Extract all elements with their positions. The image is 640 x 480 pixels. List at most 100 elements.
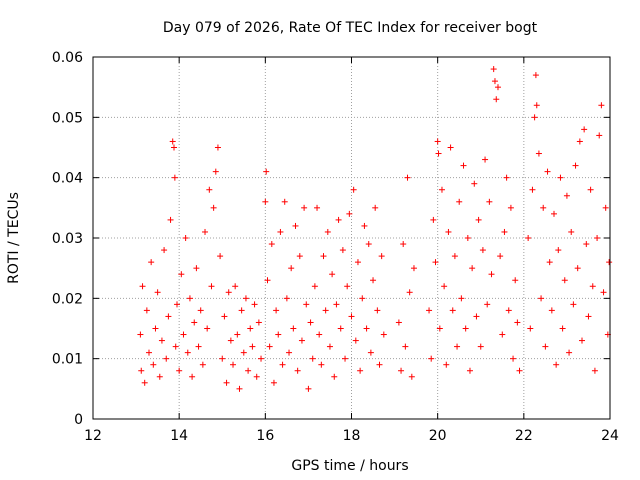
- data-point: [544, 168, 551, 175]
- data-point: [482, 156, 489, 163]
- data-point: [583, 241, 590, 248]
- data-point: [501, 228, 508, 235]
- chart-title: Day 079 of 2026, Rate Of TEC Index for r…: [163, 20, 538, 36]
- data-point: [430, 216, 437, 223]
- data-point: [268, 241, 275, 248]
- y-axis-label: ROTI / TECUs: [6, 192, 22, 284]
- data-point: [311, 283, 318, 290]
- data-point: [499, 331, 506, 338]
- data-point: [458, 295, 465, 302]
- data-point: [348, 313, 355, 320]
- x-tick-label: 18: [343, 428, 361, 444]
- data-point: [542, 343, 549, 350]
- y-tick-label: 0: [74, 412, 83, 428]
- data-point: [208, 283, 215, 290]
- data-point: [363, 325, 370, 332]
- data-point: [176, 367, 183, 374]
- data-point: [342, 355, 349, 362]
- data-point: [585, 313, 592, 320]
- data-point: [171, 174, 178, 181]
- x-axis-label: GPS time / hours: [291, 458, 408, 474]
- data-point: [589, 283, 596, 290]
- y-tick-label: 0.05: [52, 110, 83, 126]
- data-point: [591, 367, 598, 374]
- data-point: [303, 301, 310, 308]
- data-point: [180, 331, 187, 338]
- data-point: [322, 307, 329, 314]
- data-point: [221, 313, 228, 320]
- data-point: [263, 168, 270, 175]
- y-tick-label: 0.04: [52, 171, 83, 187]
- data-point: [535, 150, 542, 157]
- data-point: [561, 277, 568, 284]
- data-point: [494, 84, 501, 91]
- data-point: [195, 343, 202, 350]
- data-point: [488, 271, 495, 278]
- data-point: [505, 307, 512, 314]
- data-point: [152, 325, 159, 332]
- data-point: [466, 367, 473, 374]
- data-point: [318, 361, 325, 368]
- data-point: [288, 265, 295, 272]
- data-point: [400, 241, 407, 248]
- data-point: [531, 114, 538, 121]
- data-point: [230, 361, 237, 368]
- data-point: [217, 253, 224, 260]
- data-point: [169, 138, 176, 145]
- data-point: [316, 331, 323, 338]
- data-point: [232, 283, 239, 290]
- data-point: [441, 283, 448, 290]
- y-tick-label: 0.03: [52, 231, 83, 247]
- data-point: [148, 259, 155, 266]
- data-point: [172, 343, 179, 350]
- data-point: [365, 241, 372, 248]
- data-point: [227, 337, 234, 344]
- data-point: [167, 216, 174, 223]
- data-point: [497, 253, 504, 260]
- data-point: [307, 319, 314, 326]
- data-point: [292, 222, 299, 229]
- data-point: [370, 277, 377, 284]
- data-point: [273, 307, 280, 314]
- data-point: [350, 186, 357, 193]
- data-point: [566, 349, 573, 356]
- data-point: [557, 174, 564, 181]
- x-tick-label: 16: [256, 428, 274, 444]
- data-point: [443, 361, 450, 368]
- data-point: [372, 204, 379, 211]
- data-point: [335, 216, 342, 223]
- data-point: [242, 295, 249, 302]
- data-point: [357, 367, 364, 374]
- y-tick-label: 0.06: [52, 50, 83, 66]
- data-point: [236, 385, 243, 392]
- data-point: [503, 174, 510, 181]
- data-point: [538, 295, 545, 302]
- data-point: [165, 313, 172, 320]
- data-point: [138, 367, 145, 374]
- data-point: [490, 66, 497, 73]
- axis-ticks: 12 14 16 18 20 22 24 0 0.01 0.02 0.03 0.04 0.05 0.06: [52, 50, 619, 444]
- data-point: [210, 204, 217, 211]
- data-point: [251, 301, 258, 308]
- data-point: [174, 301, 181, 308]
- data-point: [298, 337, 305, 344]
- data-point: [516, 367, 523, 374]
- data-point: [279, 361, 286, 368]
- data-point: [378, 253, 385, 260]
- data-point: [367, 349, 374, 356]
- data-point: [139, 283, 146, 290]
- data-point: [563, 192, 570, 199]
- data-point: [410, 265, 417, 272]
- data-point: [361, 222, 368, 229]
- data-point: [193, 265, 200, 272]
- data-point: [156, 373, 163, 380]
- data-point: [223, 379, 230, 386]
- data-point: [594, 235, 601, 241]
- data-point: [477, 343, 484, 350]
- data-point: [548, 307, 555, 314]
- y-tick-label: 0.01: [52, 352, 83, 368]
- data-point: [546, 259, 553, 266]
- data-point: [253, 373, 260, 380]
- data-point: [568, 228, 575, 235]
- data-point: [296, 253, 303, 260]
